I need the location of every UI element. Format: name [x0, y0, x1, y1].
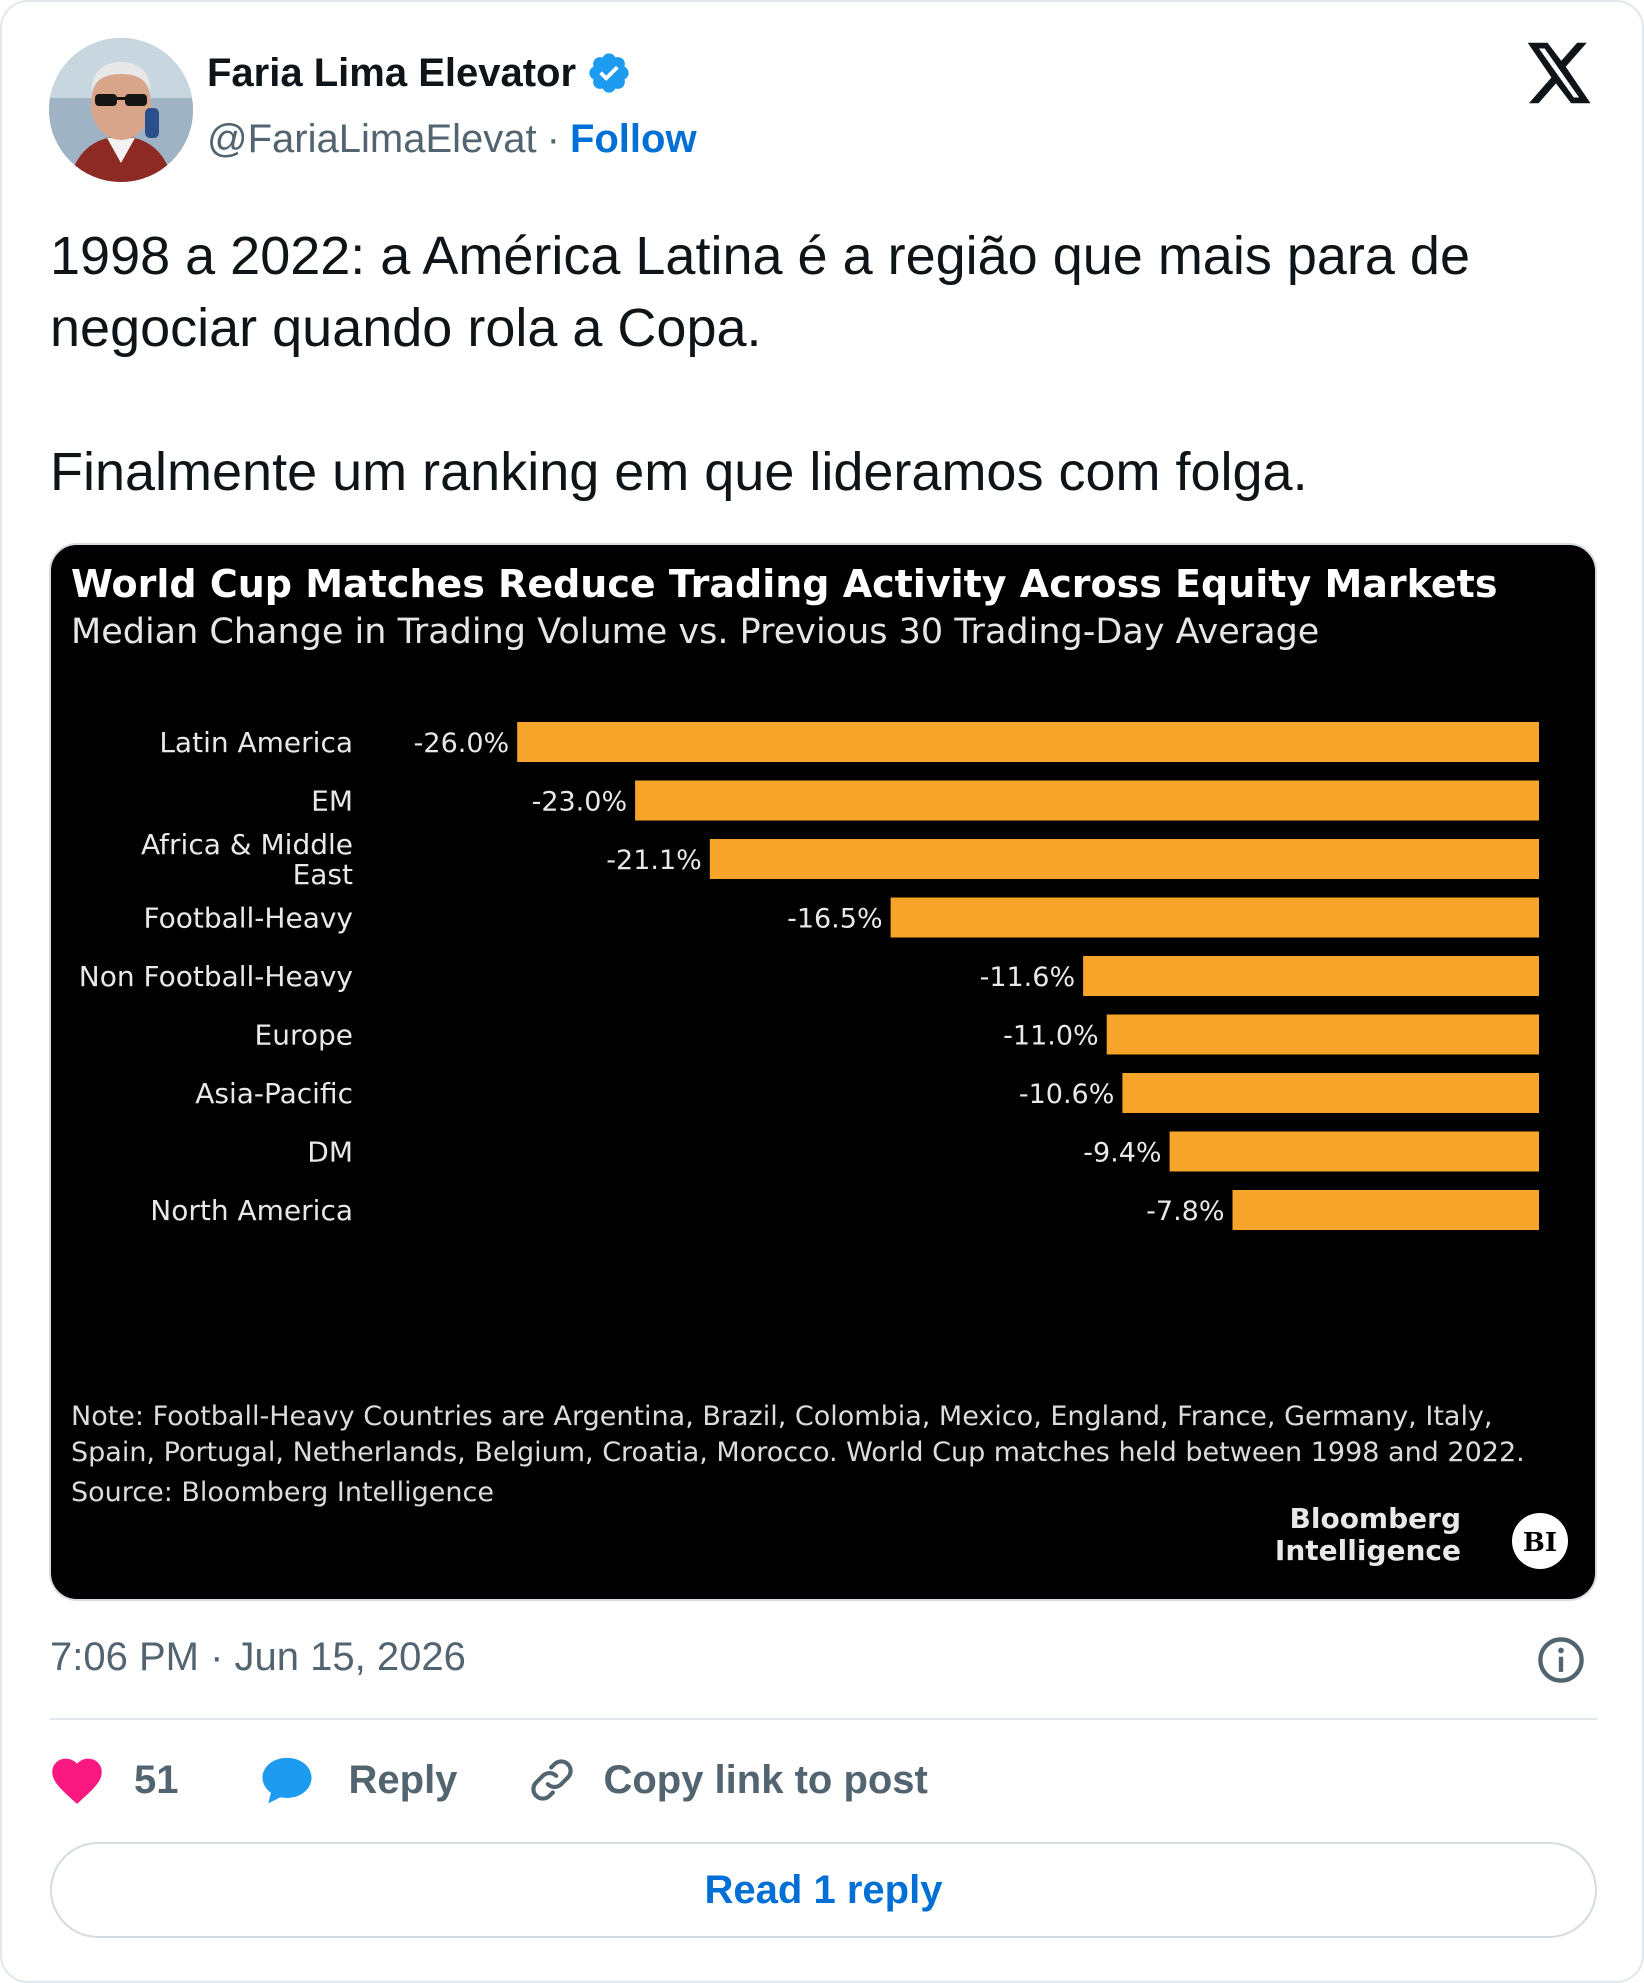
bar-value-label: -10.6% — [1019, 1079, 1115, 1110]
bar-value-label: -11.0% — [1003, 1021, 1099, 1052]
brand-line-2: Intelligence — [1275, 1534, 1461, 1567]
bar — [517, 722, 1539, 762]
category-label: EM — [311, 785, 353, 818]
bar-chart: World Cup Matches Reduce Trading Activit… — [71, 562, 1568, 1569]
chart-image[interactable]: World Cup Matches Reduce Trading Activit… — [49, 543, 1597, 1601]
bar — [635, 780, 1539, 821]
chart-source: Source: Bloomberg Intelligence — [71, 1477, 494, 1508]
author-name[interactable]: Faria Lima Elevator — [207, 50, 577, 95]
bars-group: -26.0% Latin America -23.0% EM -21.1% Africa … — [79, 722, 1539, 1230]
follow-button[interactable]: Follow — [569, 117, 697, 161]
divider — [50, 1718, 1597, 1720]
bar — [1232, 1190, 1539, 1230]
bar — [1106, 1014, 1539, 1055]
bar-value-label: -9.4% — [1083, 1138, 1161, 1169]
bar — [1169, 1131, 1539, 1172]
category-label: Asia-Pacific — [195, 1077, 353, 1110]
post-time: 7:06 PM — [50, 1635, 199, 1679]
tweet-paragraph-1: 1998 a 2022: a América Latina é a região… — [50, 226, 1485, 358]
handle-separator: · — [546, 117, 560, 161]
x-logo-icon[interactable] — [1527, 42, 1593, 104]
category-label-part: Africa & Middle — [141, 828, 353, 861]
verified-badge-icon — [589, 53, 629, 93]
action-bar: 51 Reply Copy link to post — [50, 1750, 928, 1810]
brand-line-1: Bloomberg — [1290, 1502, 1461, 1535]
reply-button[interactable]: Reply — [259, 1754, 458, 1806]
read-replies-label: Read 1 reply — [704, 1867, 943, 1912]
like-button[interactable]: 51 — [50, 1755, 179, 1805]
bar — [890, 897, 1539, 938]
category-label: DM — [307, 1136, 353, 1169]
reply-bubble-icon — [262, 1757, 311, 1804]
chart-subtitle: Median Change in Trading Volume vs. Prev… — [71, 612, 1319, 652]
time-separator: · — [198, 1635, 235, 1679]
tweet-paragraph-2: Finalmente um ranking em que lideramos c… — [50, 442, 1308, 502]
category-label: Latin America — [159, 726, 353, 759]
heart-icon — [52, 1758, 102, 1804]
chart-note-line-2: Spain, Portugal, Netherlands, Belgium, C… — [71, 1437, 1525, 1468]
tweet-text: 1998 a 2022: a América Latina é a região… — [50, 220, 1610, 508]
chart-note-line-1: Note: Football-Heavy Countries are Argen… — [71, 1401, 1493, 1432]
info-icon[interactable] — [1535, 1634, 1587, 1686]
bar-value-label: -23.0% — [532, 787, 628, 818]
bar — [709, 839, 1539, 879]
copy-link-button[interactable]: Copy link to post — [527, 1755, 928, 1805]
category-label: North America — [150, 1194, 353, 1227]
post-date: Jun 15, 2026 — [234, 1635, 466, 1679]
read-replies-button[interactable]: Read 1 reply — [50, 1842, 1597, 1938]
author-handle[interactable]: @FariaLimaElevat — [207, 117, 537, 161]
category-label: Football-Heavy — [143, 902, 353, 935]
copy-link-label: Copy link to post — [603, 1757, 928, 1802]
chart-title: World Cup Matches Reduce Trading Activit… — [71, 562, 1497, 606]
timestamp[interactable]: 7:06 PM · Jun 15, 2026 — [50, 1635, 466, 1680]
bar-value-label: -11.6% — [980, 962, 1076, 993]
bar-value-label: -16.5% — [787, 904, 883, 935]
category-label-part: East — [293, 858, 353, 891]
reply-label: Reply — [348, 1757, 458, 1802]
category-label: Non Football-Heavy — [79, 960, 353, 993]
bar-value-label: -7.8% — [1146, 1196, 1224, 1227]
author-handle-row: @FariaLimaElevat · Follow — [207, 117, 697, 162]
bar — [1083, 956, 1539, 996]
link-icon — [531, 1759, 574, 1801]
bar-value-label: -26.0% — [414, 728, 510, 759]
author-name-row[interactable]: Faria Lima Elevator — [207, 50, 632, 96]
bar-value-label: -21.1% — [606, 845, 702, 876]
avatar[interactable] — [49, 38, 193, 182]
like-count: 51 — [134, 1757, 179, 1802]
bar — [1122, 1073, 1539, 1113]
category-label: Europe — [255, 1019, 353, 1052]
brand-badge-circle — [1512, 1513, 1568, 1569]
brand-badge-text: BI — [1523, 1528, 1557, 1558]
